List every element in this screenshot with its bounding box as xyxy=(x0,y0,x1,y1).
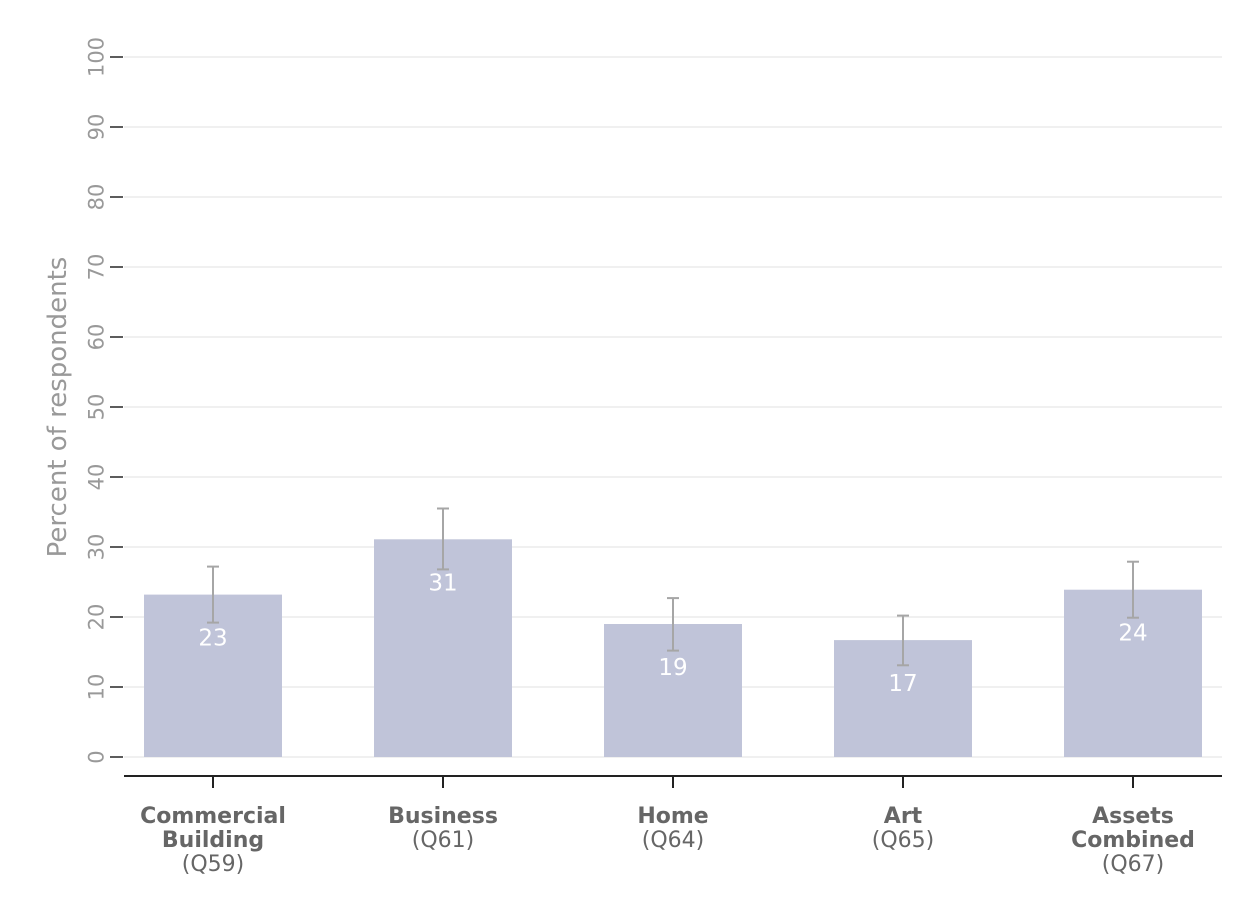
y-axis-title: Percent of respondents xyxy=(43,257,73,558)
error-bars xyxy=(207,507,1139,667)
data-label: 17 xyxy=(888,671,917,697)
data-label: 24 xyxy=(1118,621,1147,647)
category-label: Building xyxy=(162,828,264,853)
category-label: Assets xyxy=(1092,804,1174,829)
data-labels: 23 31 19 17 24 xyxy=(198,570,1147,697)
category-label: Business xyxy=(388,804,498,829)
y-tick-label: 100 xyxy=(85,37,109,77)
data-label: 31 xyxy=(428,570,457,596)
y-tick-label: 90 xyxy=(85,114,109,141)
bar xyxy=(374,539,512,757)
category-label: Commercial xyxy=(140,804,286,829)
category-code: (Q64) xyxy=(642,828,704,853)
grid-lines xyxy=(124,56,1222,758)
category-label: Art xyxy=(884,804,923,829)
y-tick-label: 50 xyxy=(85,394,109,421)
data-label: 23 xyxy=(198,626,227,652)
category-label: Home xyxy=(637,804,708,829)
y-tick-label: 20 xyxy=(85,604,109,631)
y-tick-label: 10 xyxy=(85,674,109,701)
y-axis: 0 10 20 30 40 50 60 70 80 90 100 xyxy=(85,37,123,764)
category-code: (Q65) xyxy=(872,828,934,853)
y-tick-label: 0 xyxy=(85,750,109,763)
y-tick-label: 40 xyxy=(85,464,109,491)
y-tick-label: 80 xyxy=(85,184,109,211)
y-tick-label: 60 xyxy=(85,324,109,351)
y-tick-label: 30 xyxy=(85,534,109,561)
category-code: (Q59) xyxy=(182,852,244,877)
data-label: 19 xyxy=(658,655,687,681)
category-code: (Q67) xyxy=(1102,852,1164,877)
y-tick-label: 70 xyxy=(85,254,109,281)
category-label: Combined xyxy=(1071,828,1195,853)
category-code: (Q61) xyxy=(412,828,474,853)
